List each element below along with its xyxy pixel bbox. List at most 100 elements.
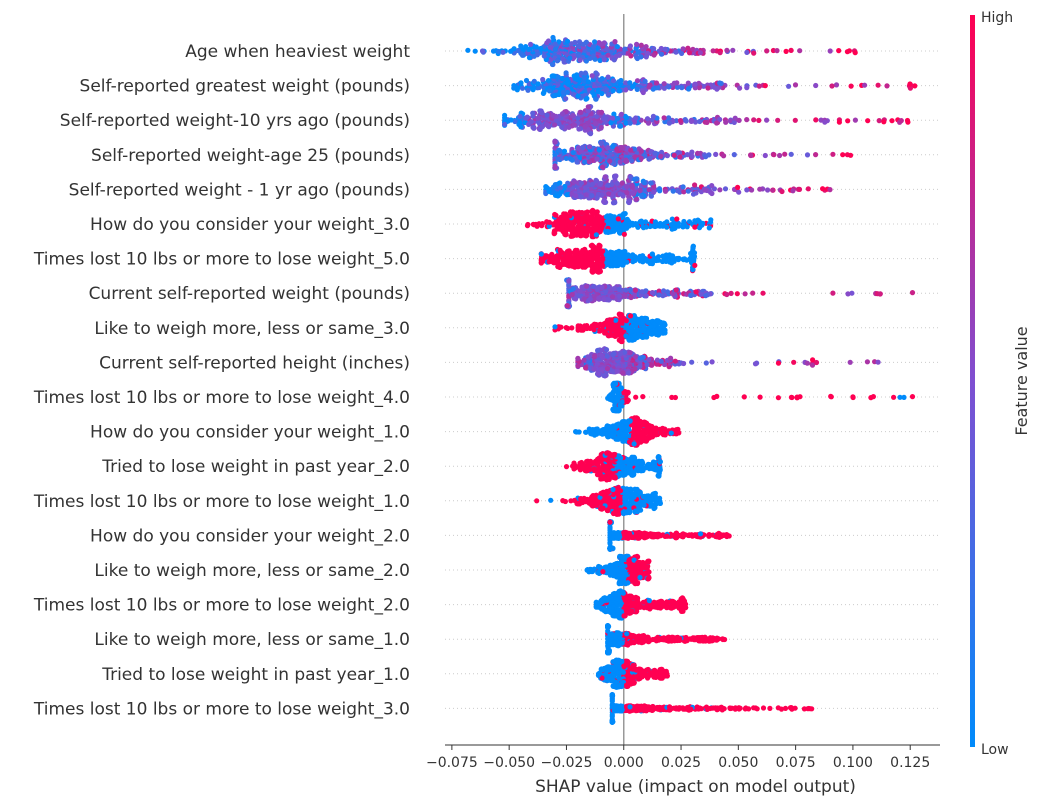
shap-point bbox=[628, 295, 633, 300]
shap-point bbox=[611, 351, 616, 356]
shap-point bbox=[575, 356, 580, 361]
shap-point bbox=[658, 320, 663, 325]
shap-point bbox=[724, 48, 729, 53]
shap-point bbox=[642, 180, 647, 185]
shap-point bbox=[905, 120, 910, 125]
shap-point bbox=[889, 118, 894, 123]
shap-point bbox=[594, 264, 599, 269]
shap-point bbox=[620, 371, 625, 376]
shap-point bbox=[658, 467, 663, 472]
shap-point bbox=[550, 62, 555, 67]
shap-point bbox=[650, 290, 655, 295]
shap-point bbox=[595, 156, 600, 161]
shap-point bbox=[617, 294, 622, 299]
shap-point bbox=[592, 39, 597, 44]
shap-point bbox=[640, 335, 645, 340]
shap-point bbox=[770, 188, 775, 193]
shap-point bbox=[645, 362, 650, 367]
shap-point bbox=[601, 199, 606, 204]
shap-point bbox=[575, 94, 580, 99]
shap-point bbox=[530, 125, 535, 130]
shap-point bbox=[583, 192, 588, 197]
shap-point bbox=[558, 262, 563, 267]
shap-point bbox=[662, 427, 667, 432]
shap-point bbox=[663, 432, 668, 437]
shap-point bbox=[568, 262, 573, 267]
shap-point bbox=[558, 185, 563, 190]
shap-point bbox=[598, 476, 603, 481]
shap-point bbox=[664, 219, 669, 224]
shap-point bbox=[584, 263, 589, 268]
shap-point bbox=[539, 251, 544, 256]
shap-point bbox=[564, 464, 569, 469]
shap-point bbox=[910, 290, 915, 295]
shap-point bbox=[620, 473, 625, 478]
shap-point bbox=[654, 432, 659, 437]
shap-point bbox=[704, 360, 709, 365]
shap-point bbox=[748, 153, 753, 158]
shap-point bbox=[576, 145, 581, 150]
shap-point bbox=[757, 84, 762, 89]
shap-point bbox=[630, 259, 635, 264]
shap-point bbox=[698, 50, 703, 55]
shap-point bbox=[750, 291, 755, 296]
shap-point bbox=[578, 58, 583, 63]
shap-point bbox=[853, 118, 858, 123]
shap-point bbox=[639, 156, 644, 161]
shap-point bbox=[582, 233, 587, 238]
shap-point bbox=[590, 182, 595, 187]
shap-point bbox=[545, 123, 550, 128]
shap-point bbox=[603, 330, 608, 335]
shap-point bbox=[653, 151, 658, 156]
shap-point bbox=[644, 293, 649, 298]
shap-point bbox=[527, 55, 532, 60]
shap-point bbox=[672, 225, 677, 230]
shap-point bbox=[607, 158, 612, 163]
shap-point bbox=[627, 470, 632, 475]
shap-point bbox=[668, 356, 673, 361]
shap-point bbox=[771, 152, 776, 157]
shap-point bbox=[635, 87, 640, 92]
shap-point bbox=[628, 53, 633, 58]
shap-point bbox=[678, 118, 683, 123]
shap-point bbox=[615, 181, 620, 186]
shap-point bbox=[662, 330, 667, 335]
shap-point bbox=[789, 48, 794, 53]
shap-point bbox=[672, 81, 677, 86]
shap-point bbox=[650, 252, 655, 257]
shap-point bbox=[665, 153, 670, 158]
shap-point bbox=[877, 118, 882, 123]
shap-point bbox=[605, 423, 610, 428]
shap-point bbox=[606, 477, 611, 482]
shap-point bbox=[667, 252, 672, 257]
shap-point bbox=[681, 46, 686, 51]
shap-point bbox=[563, 96, 568, 101]
shap-point bbox=[626, 458, 631, 463]
shap-point bbox=[599, 110, 604, 115]
shap-point bbox=[604, 451, 609, 456]
shap-point bbox=[784, 49, 789, 54]
shap-point bbox=[586, 104, 591, 109]
shap-point bbox=[782, 152, 787, 157]
shap-point bbox=[713, 152, 718, 157]
shap-point bbox=[692, 182, 697, 187]
shap-point bbox=[644, 224, 649, 229]
shap-point bbox=[676, 430, 681, 435]
shap-point bbox=[619, 386, 624, 391]
shap-point bbox=[674, 287, 679, 292]
shap-point bbox=[592, 322, 597, 327]
shap-point bbox=[599, 367, 604, 372]
shap-point bbox=[774, 48, 779, 53]
shap-point bbox=[756, 118, 761, 123]
shap-point bbox=[836, 48, 841, 53]
shap-point bbox=[534, 44, 539, 49]
shap-point bbox=[518, 124, 523, 129]
shap-point bbox=[599, 91, 604, 96]
shap-point bbox=[865, 359, 870, 364]
shap-point bbox=[623, 211, 628, 216]
shap-point bbox=[881, 119, 886, 124]
shap-point bbox=[595, 195, 600, 200]
shap-point bbox=[633, 395, 638, 400]
shap-point bbox=[610, 250, 615, 255]
shap-point bbox=[709, 183, 714, 188]
